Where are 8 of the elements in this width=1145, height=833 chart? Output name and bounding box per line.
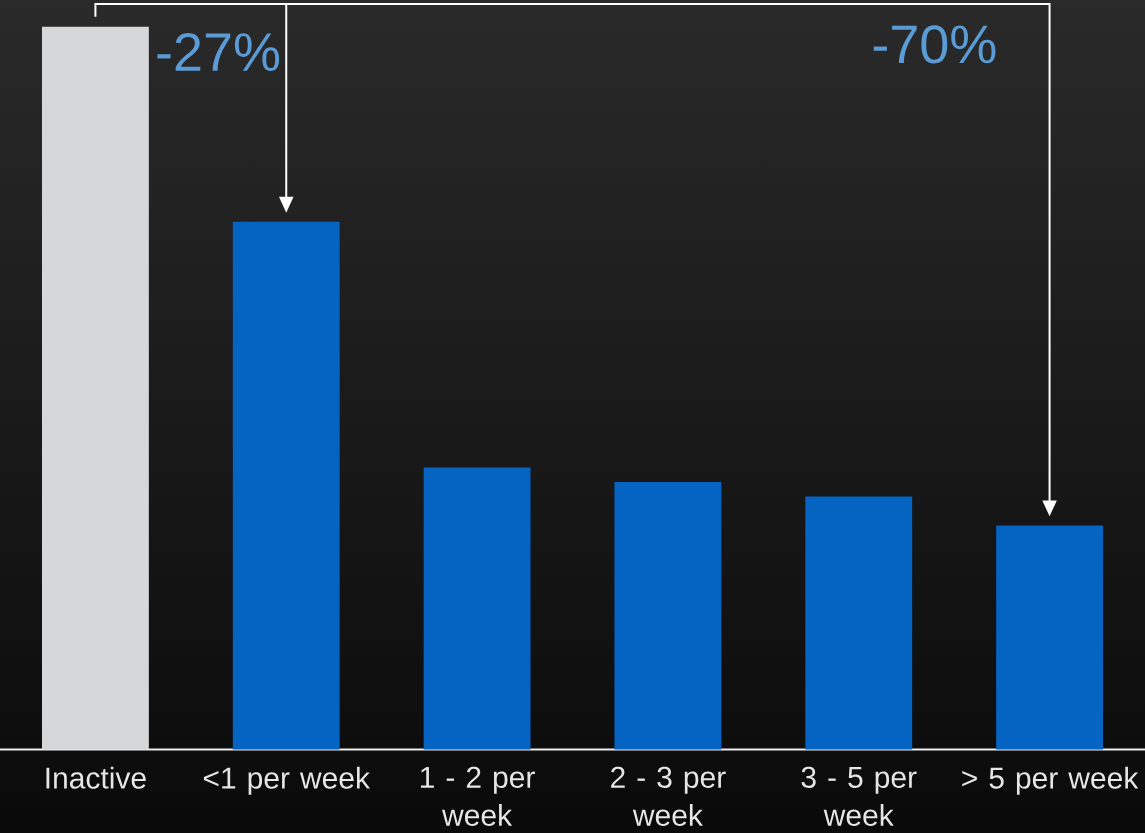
x-tick-label: > 5 per week <box>962 766 1139 795</box>
x-tick-label: 1 - 2 per week <box>421 766 535 826</box>
x-tick-label: <1 per week <box>203 766 371 795</box>
x-tick-label: 2 - 3 per week <box>611 766 726 826</box>
x-tick-label: Inactive <box>46 766 146 789</box>
annotation: -70% <box>873 25 996 64</box>
annotation: -27% <box>157 32 280 71</box>
x-tick-label: 3 - 5 per week <box>801 766 917 826</box>
